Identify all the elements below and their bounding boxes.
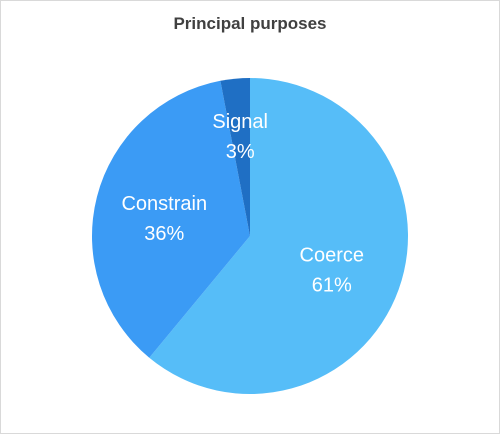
pie-slice-signal bbox=[220, 78, 250, 236]
pie-slice-constrain bbox=[91, 80, 250, 358]
slice-value-label-signal: 3% bbox=[226, 141, 255, 163]
slice-value-label-coerce: 61% bbox=[312, 274, 352, 296]
pie-slices bbox=[91, 78, 409, 394]
slice-value-label-constrain: 36% bbox=[144, 223, 184, 245]
slice-name-label-signal: Signal bbox=[212, 111, 268, 133]
slice-name-label-coerce: Coerce bbox=[300, 244, 364, 266]
chart-title: Principal purposes bbox=[173, 14, 327, 33]
slice-name-label-constrain: Constrain bbox=[121, 193, 207, 215]
pie-slice-coerce bbox=[149, 78, 409, 394]
pie-labels: Coerce 61% Constrain 36% Signal 3% bbox=[121, 111, 364, 296]
